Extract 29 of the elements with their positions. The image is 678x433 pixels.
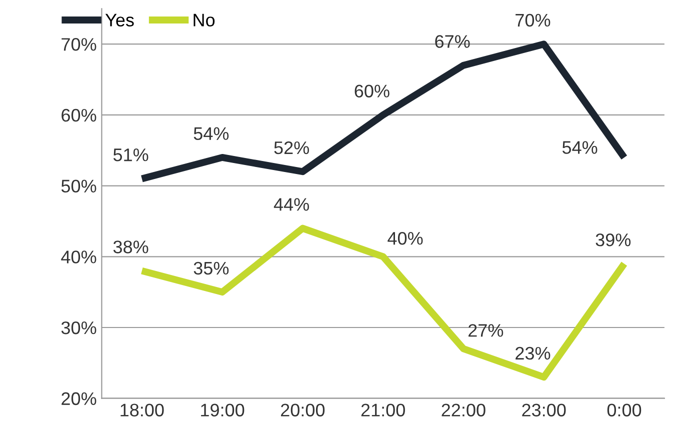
data-label: 54% — [562, 141, 598, 154]
data-label: 44% — [274, 198, 309, 211]
data-label: 54% — [194, 127, 229, 140]
x-tick-label: 19:00 — [201, 404, 244, 416]
x-tick-label: 20:00 — [281, 404, 325, 416]
data-label: 35% — [194, 262, 229, 275]
x-tick-label: 18:00 — [120, 404, 164, 416]
data-label: 67% — [435, 35, 470, 48]
data-label: 38% — [113, 240, 148, 254]
legend-label: Yes — [105, 14, 134, 26]
data-label: 52% — [274, 141, 309, 154]
x-tick-label: 23:00 — [522, 404, 566, 416]
data-label: 40% — [388, 232, 423, 245]
y-tick-label: 50% — [61, 180, 96, 193]
x-tick-label: 22:00 — [442, 404, 486, 416]
data-label: 51% — [113, 148, 148, 162]
x-tick-label: 21:00 — [361, 404, 405, 416]
data-label: 60% — [354, 84, 390, 98]
data-label: 70% — [516, 14, 550, 27]
y-tick-label: 40% — [61, 250, 96, 264]
data-label: 27% — [468, 324, 504, 337]
y-tick-label: 30% — [61, 321, 96, 334]
data-label: 39% — [596, 233, 631, 246]
x-tick-label: 0:00 — [607, 404, 642, 416]
legend-label: No — [194, 14, 215, 26]
y-tick-label: 70% — [62, 38, 96, 51]
data-label: 23% — [516, 346, 550, 360]
y-tick-label: 20% — [62, 392, 96, 406]
y-tick-label: 60% — [62, 108, 96, 122]
